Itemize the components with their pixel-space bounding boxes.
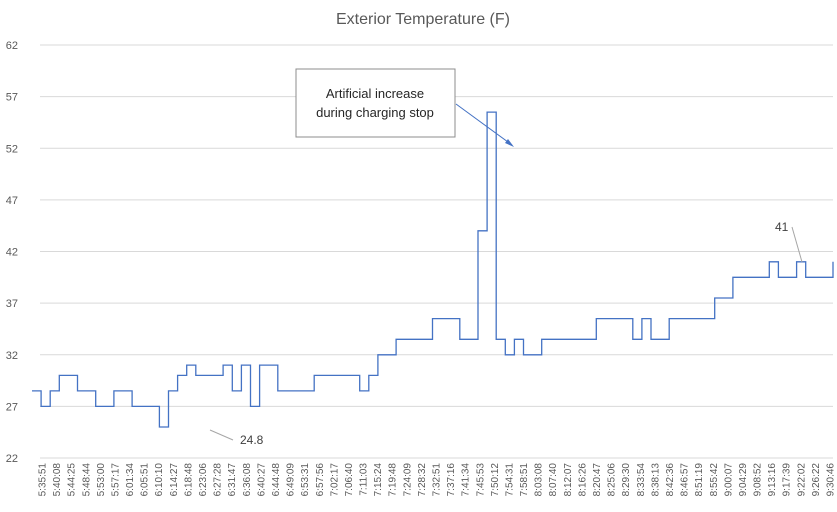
x-tick-label: 6:31:47 [227, 463, 238, 497]
x-tick-label: 8:46:57 [680, 463, 691, 497]
x-axis: 5:35:51 5:40:08 5:44:25 5:48:44 5:53:00 5:57:… [38, 463, 837, 497]
x-tick-label: 6:40:27 [256, 463, 267, 497]
x-tick-label: 5:44:25 [67, 463, 78, 497]
x-tick-label: 8:16:26 [577, 463, 588, 497]
x-tick-label: 9:04:29 [738, 463, 749, 497]
x-tick-label: 6:57:56 [315, 463, 326, 497]
x-tick-label: 6:53:31 [300, 463, 311, 497]
chart-title: Exterior Temperature (F) [336, 11, 510, 28]
x-tick-label: 8:25:06 [607, 463, 618, 497]
x-tick-label: 8:33:54 [636, 463, 647, 497]
x-tick-label: 7:58:51 [519, 463, 530, 497]
y-tick-label: 52 [6, 143, 18, 155]
x-tick-label: 7:32:51 [432, 463, 443, 497]
y-tick-label: 57 [6, 92, 18, 104]
y-tick-label: 22 [6, 453, 18, 465]
x-tick-label: 7:06:40 [344, 463, 355, 497]
x-tick-label: 6:44:48 [271, 463, 282, 497]
min-leader-line [209, 429, 234, 441]
temperature-series-line [32, 111, 834, 428]
y-axis: 22 27 32 37 42 47 52 57 62 [6, 40, 18, 465]
x-tick-label: 9:08:52 [753, 463, 764, 497]
x-tick-label: 6:10:10 [154, 463, 165, 497]
x-tick-label: 6:27:28 [213, 463, 224, 497]
callout-arrowhead [505, 139, 514, 147]
x-tick-label: 7:54:31 [504, 463, 515, 497]
x-tick-label: 8:20:47 [592, 463, 603, 497]
x-tick-label: 5:57:17 [110, 463, 121, 497]
x-tick-label: 8:12:07 [563, 463, 574, 497]
x-tick-label: 9:17:39 [782, 463, 793, 497]
x-tick-label: 7:02:17 [329, 463, 340, 497]
x-tick-label: 8:51:19 [694, 463, 705, 497]
x-tick-label: 7:50:12 [490, 463, 501, 497]
x-tick-label: 6:14:27 [169, 463, 180, 497]
callout-line-2: during charging stop [316, 105, 434, 120]
x-tick-label: 9:22:02 [796, 463, 807, 497]
x-tick-label: 6:36:08 [242, 463, 253, 497]
callout-box [295, 68, 456, 138]
y-tick-label: 62 [6, 40, 18, 52]
x-tick-label: 8:38:13 [650, 463, 661, 497]
y-tick-label: 42 [6, 247, 18, 259]
y-tick-label: 27 [6, 401, 18, 413]
x-tick-label: 6:49:09 [286, 463, 297, 497]
gridlines [40, 44, 833, 459]
x-tick-label: 7:37:16 [446, 463, 457, 497]
x-tick-label: 8:42:36 [665, 463, 676, 497]
x-tick-label: 7:19:48 [388, 463, 399, 497]
y-tick-label: 47 [6, 195, 18, 207]
x-tick-label: 6:01:34 [125, 463, 136, 497]
x-tick-label: 7:41:34 [461, 463, 472, 497]
y-tick-label: 37 [6, 298, 18, 310]
x-tick-label: 6:18:48 [183, 463, 194, 497]
end-leader-line [791, 226, 803, 263]
x-tick-label: 5:35:51 [38, 463, 49, 497]
x-tick-label: 8:03:08 [534, 463, 545, 497]
x-tick-label: 7:11:03 [359, 463, 370, 496]
x-tick-label: 9:13:16 [767, 463, 778, 497]
x-tick-label: 6:05:51 [140, 463, 151, 497]
x-tick-label: 8:55:42 [709, 463, 720, 497]
x-tick-label: 9:26:22 [811, 463, 822, 497]
x-tick-label: 9:00:07 [723, 463, 734, 497]
x-tick-label: 5:53:00 [96, 463, 107, 497]
end-annotation: 41 [775, 220, 789, 234]
x-tick-label: 5:48:44 [81, 463, 92, 497]
x-tick-label: 8:29:30 [621, 463, 632, 497]
x-tick-label: 7:24:09 [402, 463, 413, 497]
y-tick-label: 32 [6, 350, 18, 362]
x-tick-label: 5:40:08 [52, 463, 63, 497]
x-tick-label: 7:45:53 [475, 463, 486, 497]
callout-arrow [455, 103, 513, 146]
x-tick-label: 6:23:06 [198, 463, 209, 497]
x-tick-label: 7:28:32 [417, 463, 428, 497]
min-annotation: 24.8 [240, 433, 264, 447]
x-tick-label: 7:15:24 [373, 463, 384, 497]
x-tick-label: 9:30:46 [826, 463, 837, 497]
x-tick-label: 8:07:40 [548, 463, 559, 497]
callout-line-1: Artificial increase [326, 86, 424, 101]
